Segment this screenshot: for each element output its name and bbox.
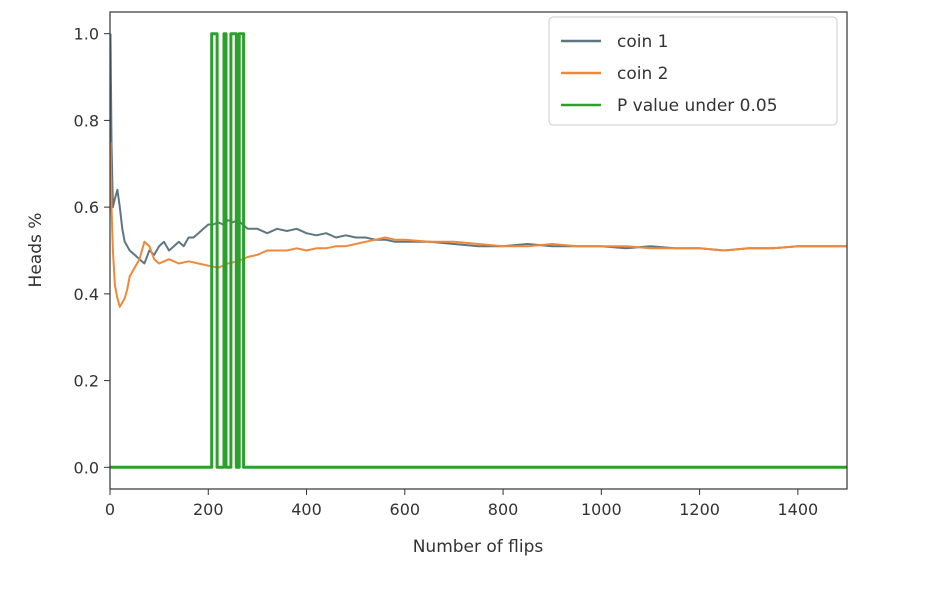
x-tick-label: 600: [390, 500, 421, 519]
plot-area: [109, 32, 847, 469]
legend-label-coin-2: coin 2: [617, 64, 668, 84]
legend-label-coin-1: coin 1: [617, 32, 668, 52]
y-tick-label: 1.0: [74, 25, 99, 44]
legend-label-p-value: P value under 0.05: [617, 96, 778, 116]
x-tick-label: 400: [291, 500, 322, 519]
x-tick-label: 1400: [778, 500, 819, 519]
y-tick-label: 0.6: [74, 198, 99, 217]
x-tick-label: 1000: [581, 500, 622, 519]
y-tick-label: 0.4: [74, 285, 99, 304]
y-axis-label: Heads %: [26, 213, 46, 288]
x-axis: 0 200 400 600 800 1000 1200 1400: [105, 489, 818, 519]
y-tick-label: 0.8: [74, 111, 99, 130]
legend-box: [548, 16, 838, 126]
legend: coin 1 coin 2 P value under 0.05: [548, 16, 838, 126]
series-line-coin-2: [109, 142, 847, 308]
series-line-p-value: [110, 32, 847, 469]
axes-frame: [109, 11, 848, 490]
y-axis: 0.0 0.2 0.4 0.6 0.8 1.0: [74, 25, 110, 477]
x-tick-label: 200: [193, 500, 224, 519]
x-axis-label: Number of flips: [413, 537, 544, 557]
y-tick-label: 0.2: [74, 372, 99, 391]
x-tick-label: 1200: [679, 500, 720, 519]
x-tick-label: 800: [488, 500, 519, 519]
y-tick-label: 0.0: [74, 458, 99, 477]
x-tick-label: 0: [105, 500, 115, 519]
